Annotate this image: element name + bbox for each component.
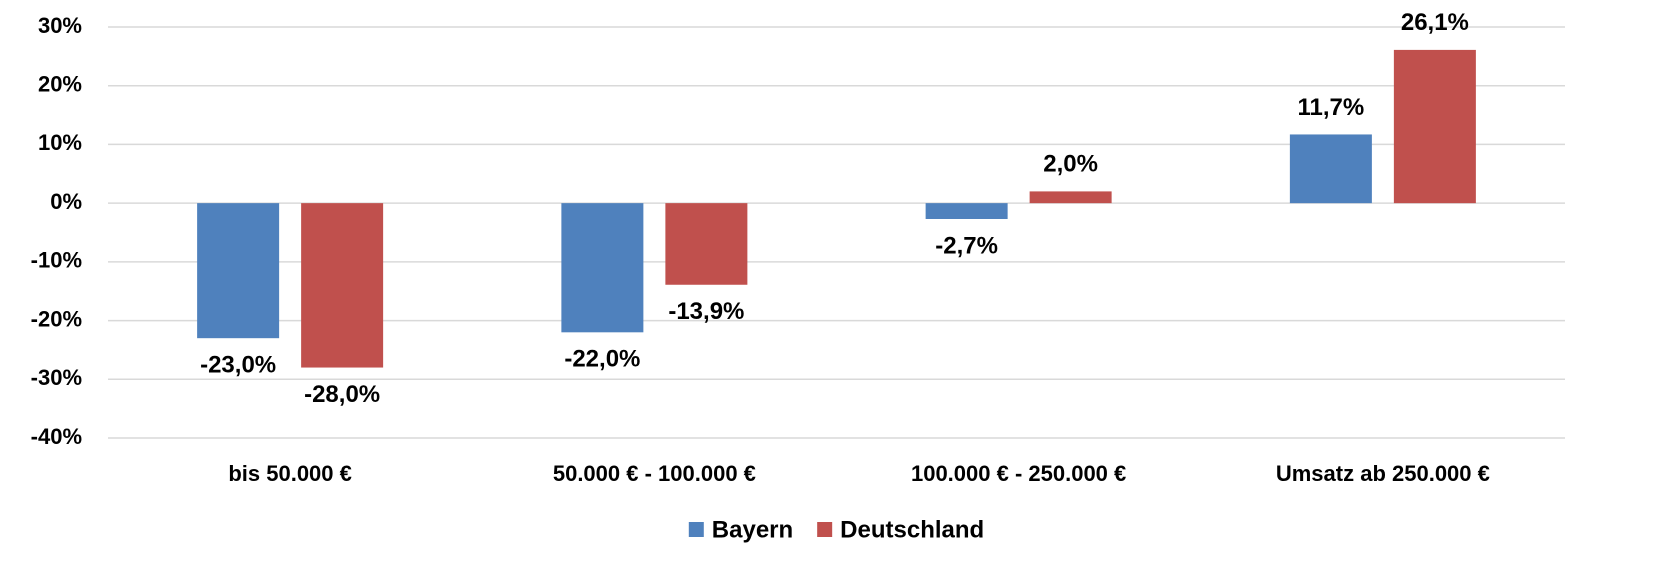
x-tick-label: 100.000 € - 250.000 €	[911, 461, 1126, 486]
data-label: -13,9%	[668, 298, 744, 325]
data-label: 26,1%	[1401, 9, 1469, 36]
data-label: 2,0%	[1043, 151, 1098, 178]
bar	[561, 203, 644, 333]
y-tick-label: 30%	[38, 13, 82, 38]
y-tick-label: -20%	[31, 306, 82, 331]
y-tick-label: 0%	[50, 189, 82, 214]
bar	[301, 203, 384, 368]
x-tick-label: Umsatz ab 250.000 €	[1276, 461, 1490, 486]
y-tick-label: -10%	[31, 248, 82, 273]
x-tick-label: 50.000 € - 100.000 €	[553, 461, 756, 486]
legend-swatch	[817, 522, 833, 537]
y-tick-label: -40%	[31, 424, 82, 449]
data-label: -22,0%	[564, 346, 640, 373]
bar	[665, 203, 748, 285]
y-tick-label: 20%	[38, 72, 82, 97]
data-label: 11,7%	[1298, 94, 1365, 121]
legend-label: Bayern	[712, 516, 793, 543]
data-label: -28,0%	[304, 381, 380, 408]
bar	[1393, 49, 1476, 204]
bar	[197, 203, 280, 339]
x-tick-label: bis 50.000 €	[228, 461, 352, 486]
legend-label: Deutschland	[840, 516, 984, 543]
legend-swatch	[688, 522, 704, 537]
y-tick-label: -30%	[31, 365, 82, 390]
bar	[1029, 191, 1112, 204]
data-label: -2,7%	[935, 232, 998, 259]
bar	[1289, 134, 1372, 204]
bar	[925, 203, 1008, 219]
data-label: -23,0%	[200, 352, 276, 379]
y-tick-label: 10%	[38, 130, 82, 155]
